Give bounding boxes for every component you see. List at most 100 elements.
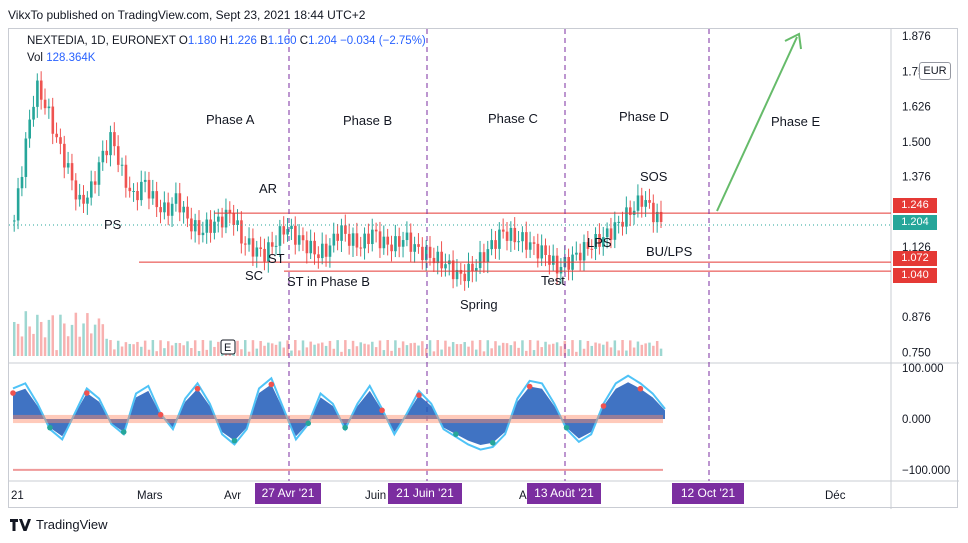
volume-bar	[178, 343, 182, 356]
volume-bar	[120, 346, 124, 356]
chart-frame[interactable]: 1.876 1.750 1.626 1.500 1.376 1.126 0.876 0.750…	[8, 28, 959, 509]
candle-body	[247, 238, 251, 245]
volume-bar	[652, 345, 655, 356]
oscillator-signal-dot	[379, 407, 385, 414]
candle-body	[501, 229, 505, 232]
candle-body	[228, 209, 232, 214]
candle-body	[274, 245, 278, 247]
volume-bar	[282, 347, 285, 356]
volume-bar	[405, 345, 409, 356]
candle-body	[640, 195, 644, 207]
phase-label: Phase A	[206, 112, 255, 127]
candle-body	[340, 225, 343, 241]
volume-bar	[39, 321, 43, 356]
price-tick-label: 1.876	[902, 31, 931, 43]
phase-e-arrow-shaft	[716, 36, 798, 212]
volume-bar	[448, 346, 451, 356]
candle-body	[582, 242, 586, 261]
volume-bar	[586, 340, 590, 356]
candle-body	[16, 188, 20, 221]
volume-bar	[359, 342, 362, 356]
volume-bar	[355, 346, 359, 356]
candle-body	[32, 106, 35, 120]
candle-body	[251, 238, 255, 257]
candle-body	[559, 266, 563, 274]
volume-bar	[116, 340, 120, 356]
volume-bar	[336, 340, 339, 356]
candle-body	[132, 191, 135, 193]
candle-body	[467, 263, 470, 282]
volume-bar	[197, 351, 201, 356]
candle-body	[332, 233, 336, 246]
candle-body	[155, 191, 159, 208]
oscillator-signal-dot	[489, 440, 496, 446]
oscillator-signal-dot	[10, 390, 16, 396]
volume-bar	[305, 347, 309, 356]
candle-body	[455, 269, 459, 280]
candle-body	[178, 193, 182, 213]
volume-bar	[455, 344, 459, 356]
legend-change: −0.034 (−2.75%)	[340, 35, 426, 47]
candle-body	[498, 229, 501, 249]
oscillator-signal-dot	[526, 383, 533, 390]
candle-body	[575, 252, 578, 255]
candle-body	[267, 242, 270, 262]
volume-bar	[432, 351, 436, 356]
candle-body	[432, 257, 436, 264]
volume-bar	[640, 344, 644, 356]
volume-bar	[513, 341, 516, 356]
time-tag-2: 21 Juin '21	[388, 483, 462, 504]
volume-bar	[401, 341, 405, 356]
candle-body	[297, 235, 301, 245]
legend-open: 1.180	[187, 35, 217, 47]
volume-bar	[205, 349, 208, 356]
candle-body	[13, 220, 16, 222]
legend-l-label: B	[260, 35, 268, 47]
volume-bar	[340, 351, 343, 356]
volume-bar	[78, 336, 81, 356]
annotation-label: Spring	[460, 297, 498, 312]
volume-bar	[501, 342, 505, 356]
volume-bar	[478, 340, 482, 356]
volume-bar	[213, 346, 216, 356]
volume-bar	[505, 343, 509, 356]
volume-bar	[602, 344, 605, 356]
volume-value: 128.364K	[46, 52, 96, 64]
volume-bar	[417, 345, 420, 356]
time-tag-3: 13 Août '21	[527, 483, 601, 504]
volume-bar	[471, 340, 474, 356]
volume-bar	[486, 340, 490, 356]
symbol-name[interactable]: NEXTEDIA, 1D, EURONEXT	[27, 35, 176, 47]
time-tag-4: 12 Oct '21	[672, 483, 744, 504]
candle-body	[205, 219, 209, 233]
candle-body	[586, 242, 590, 249]
volume-bar	[424, 348, 428, 356]
oscillator-area	[13, 382, 665, 445]
volume-bar	[490, 348, 493, 356]
chart-canvas[interactable]: 1.8761.7501.6261.5001.3761.1260.8760.750…	[9, 29, 959, 509]
time-tick-label: Déc	[825, 490, 846, 502]
candle-body	[659, 211, 663, 222]
legend-low: 1.160	[267, 35, 297, 47]
candle-body	[124, 164, 128, 188]
oscillator-signal-dot	[231, 437, 238, 444]
tradingview-footer[interactable]: TradingView	[10, 517, 108, 532]
candle-body	[263, 248, 266, 262]
volume-bar	[367, 344, 370, 356]
candle-body	[93, 181, 97, 185]
candle-body	[255, 247, 259, 257]
annotation-label: Test	[541, 273, 565, 288]
volume-bar	[521, 340, 524, 356]
annotation-label: SOS	[640, 169, 668, 184]
volume-bar	[313, 344, 316, 356]
legend-o-label: O	[178, 35, 188, 47]
candle-body	[217, 216, 220, 222]
candle-body	[490, 240, 493, 250]
volume-bar	[132, 344, 135, 356]
phase-label: Phase C	[488, 111, 538, 126]
candle-body	[51, 106, 55, 134]
volume-bar	[43, 337, 47, 356]
volume-bar	[528, 340, 532, 356]
currency-badge[interactable]: EUR	[919, 62, 951, 80]
candle-body	[193, 220, 197, 232]
